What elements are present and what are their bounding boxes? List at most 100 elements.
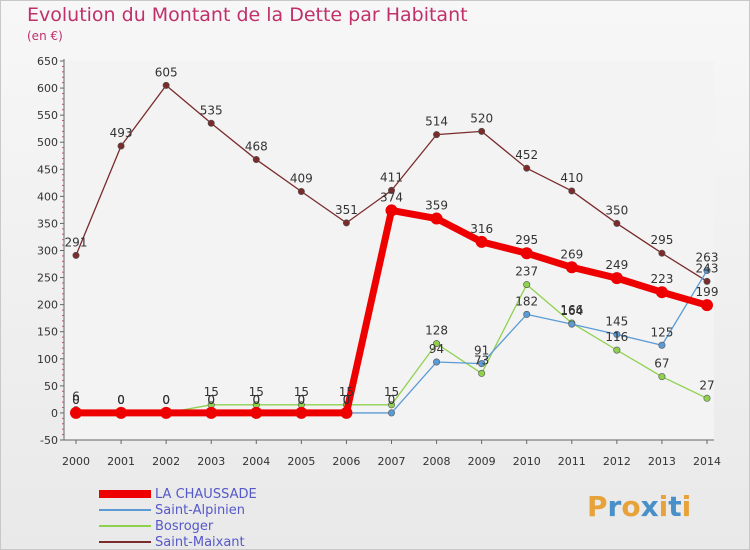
data-point: [340, 406, 353, 419]
data-label: 6: [72, 390, 80, 404]
data-point: [387, 401, 395, 409]
data-label: 605: [155, 65, 178, 79]
data-point: [433, 131, 441, 139]
data-label: 520: [470, 111, 493, 125]
data-label: 164: [560, 304, 583, 318]
data-point: [658, 373, 666, 381]
data-label: 128: [425, 324, 448, 338]
data-label: 15: [249, 385, 264, 399]
data-label: 410: [560, 171, 583, 185]
data-label: 0: [343, 393, 351, 407]
y-tick-label: 100: [37, 353, 58, 366]
data-point: [565, 261, 578, 274]
data-point: [478, 360, 486, 368]
legend-swatch: [99, 541, 151, 543]
data-label: 316: [470, 222, 493, 236]
data-label: 15: [339, 385, 354, 399]
data-label: 493: [110, 126, 133, 140]
logo-letter: x: [640, 490, 659, 523]
data-label: 359: [425, 199, 448, 213]
data-point: [207, 119, 215, 127]
data-point: [613, 330, 621, 338]
legend-swatch: [99, 509, 151, 511]
data-label: 145: [605, 314, 628, 328]
data-label: 409: [290, 171, 313, 185]
x-tick-label: 2001: [107, 455, 135, 468]
x-tick-label: 2011: [558, 455, 586, 468]
data-label: 263: [696, 251, 719, 265]
data-label: 0: [162, 393, 170, 407]
data-label: 514: [425, 115, 448, 129]
logo-letter: t: [668, 490, 682, 523]
x-tick-label: 2013: [648, 455, 676, 468]
data-point: [568, 187, 576, 195]
data-point: [658, 341, 666, 349]
data-point: [523, 164, 531, 172]
data-point: [478, 369, 486, 377]
data-label: 237: [515, 265, 538, 279]
x-tick-label: 2008: [423, 455, 451, 468]
data-point: [342, 219, 350, 227]
data-label: 269: [560, 247, 583, 261]
data-point: [387, 186, 395, 194]
data-point: [655, 286, 668, 299]
data-point: [478, 127, 486, 135]
y-tick-label: 400: [37, 190, 58, 203]
x-tick-label: 2010: [513, 455, 541, 468]
data-label: 182: [515, 294, 538, 308]
x-tick-label: 2012: [603, 455, 631, 468]
data-label: 15: [384, 385, 399, 399]
legend-item: Saint-Maixant: [99, 534, 257, 550]
data-label: 125: [650, 325, 673, 339]
data-point: [160, 406, 173, 419]
data-point: [613, 219, 621, 227]
data-point: [613, 346, 621, 354]
data-label: 350: [605, 203, 628, 217]
data-label: 351: [335, 203, 358, 217]
x-tick-label: 2003: [197, 455, 225, 468]
data-label: 0: [252, 393, 260, 407]
data-label: 0: [72, 393, 80, 407]
data-label: 243: [696, 261, 719, 275]
y-tick-label: 500: [37, 136, 58, 149]
data-label: 199: [696, 285, 719, 299]
data-point: [433, 340, 441, 348]
data-point: [117, 142, 125, 150]
data-label: 0: [298, 393, 306, 407]
data-label: 0: [388, 393, 396, 407]
data-point: [433, 358, 441, 366]
data-label: 91: [474, 344, 489, 358]
data-label: 0: [162, 393, 170, 407]
x-tick-label: 2002: [152, 455, 180, 468]
y-tick-label: -50: [40, 434, 58, 447]
data-point: [252, 156, 260, 164]
data-point: [162, 81, 170, 89]
x-tick-label: 2005: [287, 455, 315, 468]
logo-letter: r: [607, 490, 622, 523]
data-point: [70, 406, 82, 419]
data-label: 295: [650, 233, 673, 247]
data-label: 411: [380, 170, 403, 184]
data-point: [610, 272, 623, 285]
data-point: [523, 310, 531, 318]
y-tick-label: 250: [37, 272, 58, 285]
logo-letter: P: [587, 490, 608, 523]
logo-letter: i: [658, 490, 669, 523]
legend-label: LA CHAUSSADE: [155, 486, 257, 502]
data-point: [703, 277, 711, 285]
data-label: 166: [560, 303, 583, 317]
plot-area: [64, 61, 714, 440]
data-label: 15: [294, 385, 309, 399]
data-label: 94: [429, 342, 444, 356]
data-point: [701, 299, 713, 312]
data-point: [250, 406, 263, 419]
data-point: [568, 320, 576, 328]
y-tick-label: 350: [37, 217, 58, 230]
data-label: 0: [298, 393, 306, 407]
chart-legend: LA CHAUSSADE Saint-Alpinien Bosroger Saint-…: [99, 486, 257, 550]
data-point: [295, 406, 308, 419]
data-label: 73: [474, 353, 489, 367]
y-tick-label: 550: [37, 109, 58, 122]
data-label: 0: [207, 393, 215, 407]
